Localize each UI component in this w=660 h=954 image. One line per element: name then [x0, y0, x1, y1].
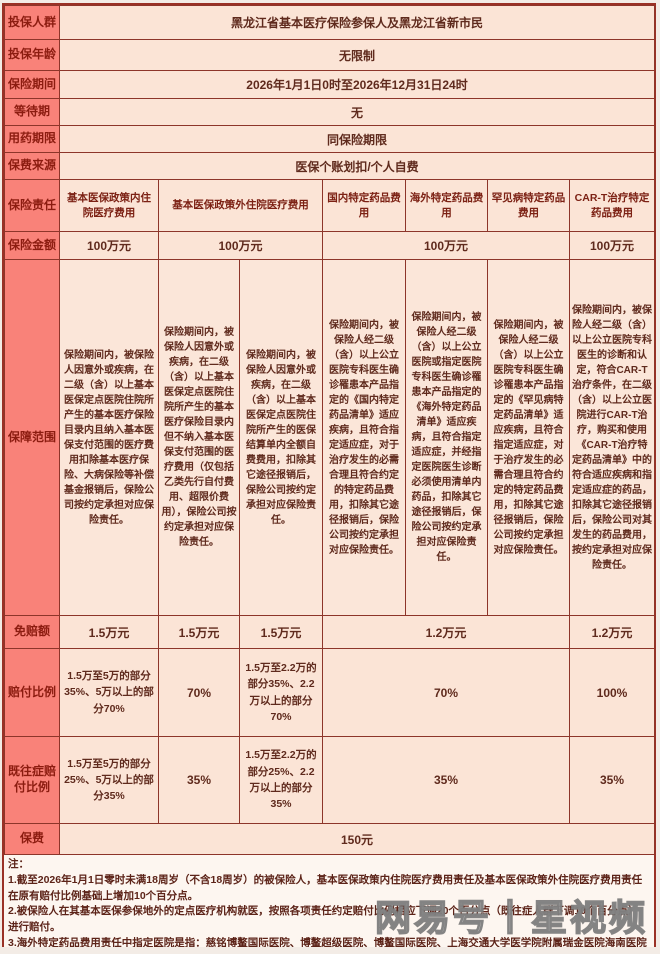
premium-source-value: 医保个账划扣/个人自费 — [58, 152, 656, 180]
preexisting-ratio-out-policy-classb: 35% — [158, 736, 240, 824]
row-label-payout-ratio: 赔付比例 — [4, 648, 60, 737]
coverage-cart: 保险期间内，被保险人经二级（含）以上公立医院专科医生的诊断和认定，符合CAR-T… — [568, 259, 656, 616]
row-label-coverage: 保障范围 — [4, 259, 60, 616]
deductible-cart: 1.2万元 — [568, 615, 656, 649]
drug-period-value: 同保险期限 — [58, 125, 656, 153]
payout-ratio-in-policy: 1.5万至5万的部分35%、5万以上的部分70% — [59, 648, 159, 737]
coverage-overseas-drugs: 保险期间内，被保险人经二级（含）以上公立医院或指定医院专科医生确诊罹患本产品指定… — [405, 259, 488, 616]
sum-insured-out-policy: 100万元 — [158, 231, 323, 260]
benefit-table: 投保人群 黑龙江省基本医疗保险参保人及黑龙江省新市民 投保年龄 无限制 保险期间… — [4, 5, 656, 855]
row-liability-headers: 保险责任 基本医保政策内住院医疗费用 基本医保政策外住院医疗费用 国内特定药品费… — [4, 179, 656, 232]
insurance-product-table: 投保人群 黑龙江省基本医疗保险参保人及黑龙江省新市民 投保年龄 无限制 保险期间… — [2, 3, 656, 947]
payout-ratio-out-policy-classb: 70% — [158, 648, 240, 737]
row-insured-group: 投保人群 黑龙江省基本医疗保险参保人及黑龙江省新市民 — [4, 5, 656, 40]
waiting-value: 无 — [58, 98, 656, 126]
preexisting-ratio-drugs: 35% — [322, 736, 570, 824]
liability-col-domestic-drugs: 国内特定药品费用 — [322, 179, 406, 232]
row-age: 投保年龄 无限制 — [4, 39, 656, 71]
preexisting-ratio-cart: 35% — [568, 736, 656, 824]
note-item-2: 2.被保险人在其基本医保参保地外的定点医疗机构就医，按照各项责任约定赔付比例相应… — [8, 905, 639, 933]
row-label-waiting: 等待期 — [4, 98, 60, 126]
liability-col-rare-disease-drugs: 罕见病特定药品费用 — [487, 179, 570, 232]
deductible-out-policy-selfpay: 1.5万元 — [239, 615, 323, 649]
premium-value: 150元 — [58, 823, 656, 855]
row-coverage: 保障范围 保险期间内，被保险人因意外或疾病，在二级（含）以上基本医保定点医院住院… — [4, 259, 656, 616]
row-preexisting-ratio: 既往症赔付比例 1.5万至5万的部分25%、5万以上的部分35% 35% 1.5… — [4, 736, 656, 824]
sum-insured-cart: 100万元 — [568, 231, 656, 260]
payout-ratio-cart: 100% — [568, 648, 656, 737]
row-period: 保险期间 2026年1月1日0时至2026年12月31日24时 — [4, 70, 656, 99]
payout-ratio-out-policy-selfpay: 1.5万至2.2万的部分35%、2.2万以上的部分70% — [239, 648, 323, 737]
liability-col-out-policy: 基本医保政策外住院医疗费用 — [158, 179, 323, 232]
coverage-rare-disease-drugs: 保险期间内，被保险人经二级（含）以上公立医院专科医生确诊罹患本产品指定的《罕见病… — [487, 259, 570, 616]
row-label-preexisting-ratio: 既往症赔付比例 — [4, 736, 60, 824]
payout-ratio-drugs: 70% — [322, 648, 570, 737]
row-waiting: 等待期 无 — [4, 98, 656, 126]
sum-insured-in-policy: 100万元 — [59, 231, 159, 260]
notes-section: 注： 1.截至2026年1月1日零时未满18周岁（不含18周岁）的被保险人，基本… — [4, 855, 654, 947]
row-label-drug-period: 用药期限 — [4, 125, 60, 153]
coverage-out-policy-classb: 保险期间内，被保险人因意外或疾病，在二级（含）以上基本医保定点医院住院所产生的基… — [158, 259, 240, 616]
deductible-in-policy: 1.5万元 — [59, 615, 159, 649]
liability-col-in-policy: 基本医保政策内住院医疗费用 — [59, 179, 159, 232]
row-label-insured-group: 投保人群 — [4, 5, 60, 40]
row-label-premium: 保费 — [4, 823, 60, 855]
row-label-sum-insured: 保险金额 — [4, 231, 60, 260]
row-deductible: 免赔额 1.5万元 1.5万元 1.5万元 1.2万元 1.2万元 — [4, 615, 656, 649]
insured-group-value: 黑龙江省基本医疗保险参保人及黑龙江省新市民 — [58, 5, 656, 40]
row-premium-source: 保费来源 医保个账划扣/个人自费 — [4, 152, 656, 180]
liability-col-cart-drugs: CAR-T治疗特定药品费用 — [568, 179, 656, 232]
coverage-in-policy: 保险期间内，被保险人因意外或疾病，在二级（含）以上基本医保定点医院住院所产生的基… — [59, 259, 159, 616]
deductible-out-policy-classb: 1.5万元 — [158, 615, 240, 649]
coverage-domestic-drugs: 保险期间内，被保险人经二级（含）以上公立医院专科医生确诊罹患本产品指定的《国内特… — [322, 259, 406, 616]
row-payout-ratio: 赔付比例 1.5万至5万的部分35%、5万以上的部分70% 70% 1.5万至2… — [4, 648, 656, 737]
period-value: 2026年1月1日0时至2026年12月31日24时 — [58, 70, 656, 99]
row-label-premium-source: 保费来源 — [4, 152, 60, 180]
deductible-drugs: 1.2万元 — [322, 615, 570, 649]
note-item-1: 1.截至2026年1月1日零时未满18周岁（不含18周岁）的被保险人，基本医保政… — [8, 873, 643, 902]
age-value: 无限制 — [58, 39, 656, 71]
liability-col-overseas-drugs: 海外特定药品费用 — [405, 179, 488, 232]
row-sum-insured: 保险金额 100万元 100万元 100万元 100万元 — [4, 231, 656, 260]
row-label-liability: 保险责任 — [4, 179, 60, 232]
note-item-3: 3.海外特定药品费用责任中指定医院是指：慈铭博鳌国际医院、博鳌超级医院、博鳌国际… — [8, 936, 647, 947]
notes-title: 注： — [8, 858, 29, 870]
row-label-age: 投保年龄 — [4, 39, 60, 71]
row-label-deductible: 免赔额 — [4, 615, 60, 649]
row-premium: 保费 150元 — [4, 823, 656, 855]
preexisting-ratio-out-policy-selfpay: 1.5万至2.2万的部分25%、2.2万以上的部分35% — [239, 736, 323, 824]
sum-insured-drugs: 100万元 — [322, 231, 570, 260]
row-label-period: 保险期间 — [4, 70, 60, 99]
coverage-out-policy-selfpay: 保险期间内，被保险人因意外或疾病，在二级（含）以上基本医保定点医院住院所产生的医… — [239, 259, 323, 616]
preexisting-ratio-in-policy: 1.5万至5万的部分25%、5万以上的部分35% — [59, 736, 159, 824]
row-drug-period: 用药期限 同保险期限 — [4, 125, 656, 153]
